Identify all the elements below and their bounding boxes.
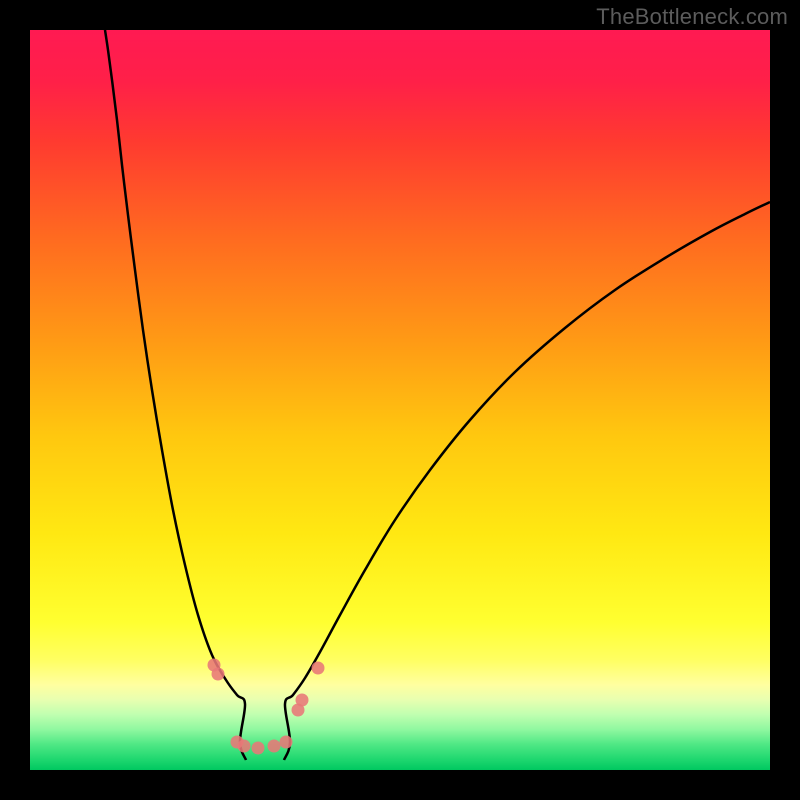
data-marker [212,668,225,681]
data-marker [252,742,265,755]
data-marker [280,736,293,749]
watermark-text: TheBottleneck.com [596,4,788,30]
data-marker [268,740,281,753]
bottleneck-curve [30,30,770,770]
right-curve-line [284,202,770,760]
chart-frame: TheBottleneck.com [0,0,800,800]
data-marker [296,694,309,707]
plot-area [30,30,770,770]
left-curve-line [105,30,246,760]
data-marker [312,662,325,675]
data-marker [238,740,251,753]
